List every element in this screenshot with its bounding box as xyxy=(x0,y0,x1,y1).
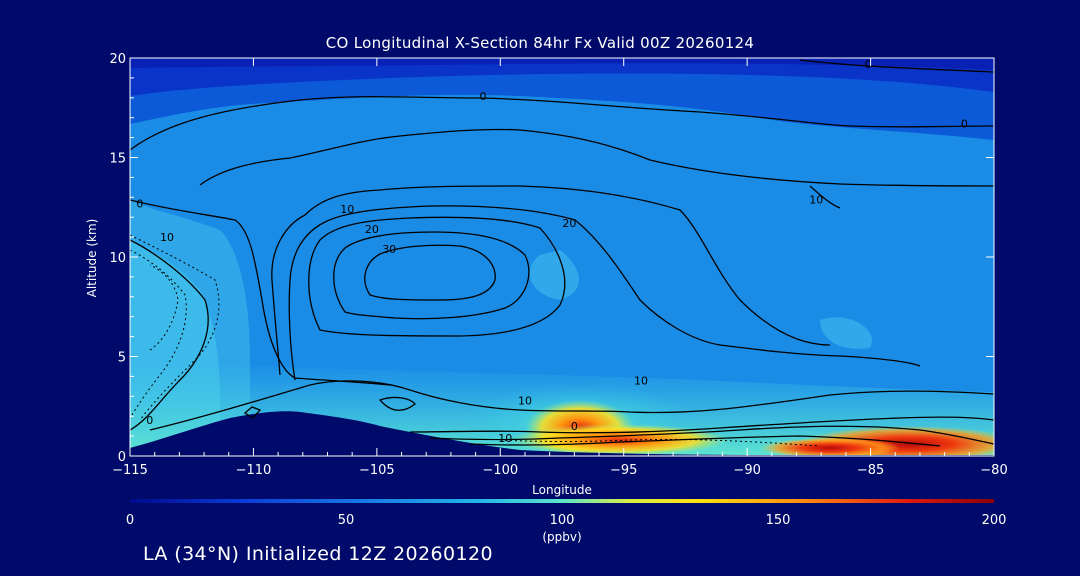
chart-title: CO Longitudinal X-Section 84hr Fx Valid … xyxy=(325,34,755,52)
contour-label: 20 xyxy=(365,223,379,236)
colorbar-tick-label: 100 xyxy=(550,513,575,528)
x-tick-label: −80 xyxy=(980,463,1007,478)
colorbar-tick-label: 150 xyxy=(766,513,791,528)
contour-label: 10 xyxy=(160,231,174,244)
contour-label: 10 xyxy=(498,432,512,445)
y-tick-label: 5 xyxy=(118,351,126,366)
y-tick-label: 10 xyxy=(109,251,126,266)
footer-init-label: LA (34°N) Initialized 12Z 20260120 xyxy=(143,543,493,565)
colorbar-tick-label: 0 xyxy=(126,513,134,528)
contour-label: 0 xyxy=(136,197,143,210)
contour-label: 10 xyxy=(340,203,354,216)
colorbar-ticks: 0 50 100 150 200 xyxy=(126,513,1007,528)
x-tick-label: −105 xyxy=(359,463,395,478)
contour-label: 10 xyxy=(518,394,532,407)
contour-label: 10 xyxy=(809,193,823,206)
contour-label: 0 xyxy=(146,414,153,427)
colorbar-gradient xyxy=(130,499,994,503)
y-tick-label: 20 xyxy=(109,52,126,67)
heatmap-field xyxy=(130,58,994,456)
x-axis-label: Longitude xyxy=(532,483,592,497)
y-tick-label: 0 xyxy=(118,450,126,465)
contour-label: 30 xyxy=(382,243,396,256)
contour-lines xyxy=(130,59,994,447)
contour-label: 0 xyxy=(571,420,578,433)
y-tick-label: 15 xyxy=(109,152,126,167)
x-tick-label: −110 xyxy=(236,463,272,478)
x-tick-label: −95 xyxy=(610,463,637,478)
contour-label: 0 xyxy=(865,58,872,71)
x-tick-label: −85 xyxy=(857,463,884,478)
colorbar-unit-label: (ppbv) xyxy=(542,530,581,544)
contour-label: 0 xyxy=(961,118,968,131)
colorbar-tick-label: 50 xyxy=(338,513,355,528)
contour-label: 20 xyxy=(562,217,576,230)
y-axis: 0 5 10 15 20 xyxy=(109,52,994,465)
x-axis: −115 −110 −105 −100 −95 −90 −85 −80 xyxy=(112,58,1008,478)
contour-lines-negative xyxy=(130,234,821,447)
x-tick-label: −115 xyxy=(112,463,148,478)
colorbar: 0 50 100 150 200 (ppbv) xyxy=(126,499,1007,544)
contour-label: 0 xyxy=(480,90,487,103)
x-tick-label: −100 xyxy=(482,463,518,478)
x-tick-label: −90 xyxy=(733,463,760,478)
y-axis-label: Altitude (km) xyxy=(85,219,99,298)
colorbar-tick-label: 200 xyxy=(982,513,1007,528)
contour-label: 10 xyxy=(634,374,648,387)
